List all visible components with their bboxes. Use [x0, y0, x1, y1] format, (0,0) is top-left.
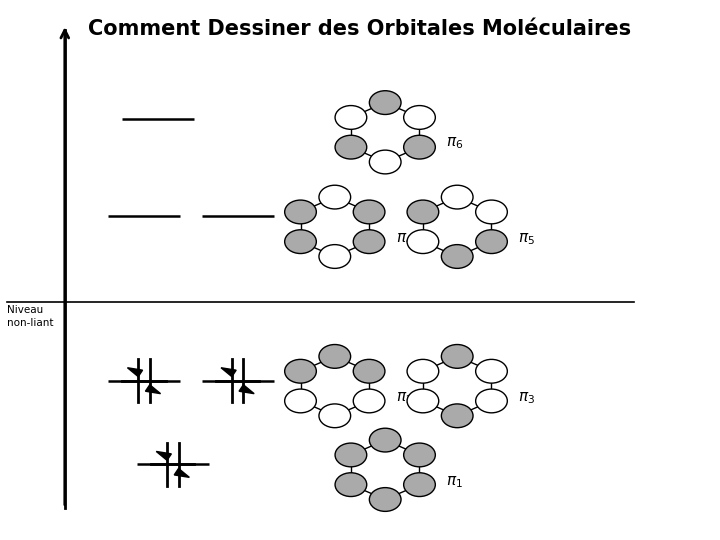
- Polygon shape: [156, 451, 171, 460]
- Circle shape: [404, 473, 436, 497]
- Polygon shape: [239, 384, 254, 394]
- Circle shape: [369, 488, 401, 511]
- Circle shape: [407, 389, 438, 413]
- Circle shape: [404, 443, 436, 467]
- Circle shape: [284, 200, 316, 224]
- Circle shape: [476, 389, 508, 413]
- Circle shape: [476, 360, 508, 383]
- Circle shape: [284, 389, 316, 413]
- Circle shape: [354, 200, 385, 224]
- Circle shape: [319, 245, 351, 268]
- Circle shape: [284, 360, 316, 383]
- Circle shape: [407, 230, 438, 253]
- Circle shape: [441, 245, 473, 268]
- Circle shape: [476, 230, 508, 253]
- Circle shape: [404, 105, 436, 129]
- Circle shape: [319, 404, 351, 428]
- Text: Niveau
non-liant: Niveau non-liant: [7, 305, 54, 327]
- Polygon shape: [127, 368, 143, 377]
- Circle shape: [335, 105, 366, 129]
- Circle shape: [369, 428, 401, 452]
- Circle shape: [441, 185, 473, 209]
- Circle shape: [335, 473, 366, 497]
- Circle shape: [369, 150, 401, 174]
- Circle shape: [319, 185, 351, 209]
- Polygon shape: [221, 368, 236, 377]
- Circle shape: [284, 230, 316, 253]
- Circle shape: [476, 200, 508, 224]
- Circle shape: [404, 135, 436, 159]
- Circle shape: [319, 345, 351, 368]
- Circle shape: [335, 443, 366, 467]
- Circle shape: [354, 360, 385, 383]
- Circle shape: [407, 360, 438, 383]
- Polygon shape: [174, 468, 189, 477]
- Circle shape: [441, 345, 473, 368]
- Text: $\pi_3$: $\pi_3$: [518, 390, 536, 406]
- Text: $\pi_4$: $\pi_4$: [396, 231, 413, 247]
- Text: $\pi_6$: $\pi_6$: [446, 135, 464, 151]
- Circle shape: [407, 200, 438, 224]
- Circle shape: [354, 230, 385, 253]
- Circle shape: [335, 135, 366, 159]
- Text: $\pi_1$: $\pi_1$: [446, 474, 463, 490]
- Text: $\pi_2$: $\pi_2$: [396, 390, 413, 406]
- Text: Comment Dessiner des Orbitales Moléculaires: Comment Dessiner des Orbitales Moléculai…: [89, 19, 631, 39]
- Circle shape: [441, 404, 473, 428]
- Circle shape: [369, 91, 401, 114]
- Text: $\pi_5$: $\pi_5$: [518, 231, 536, 247]
- Polygon shape: [145, 384, 161, 394]
- Circle shape: [354, 389, 385, 413]
